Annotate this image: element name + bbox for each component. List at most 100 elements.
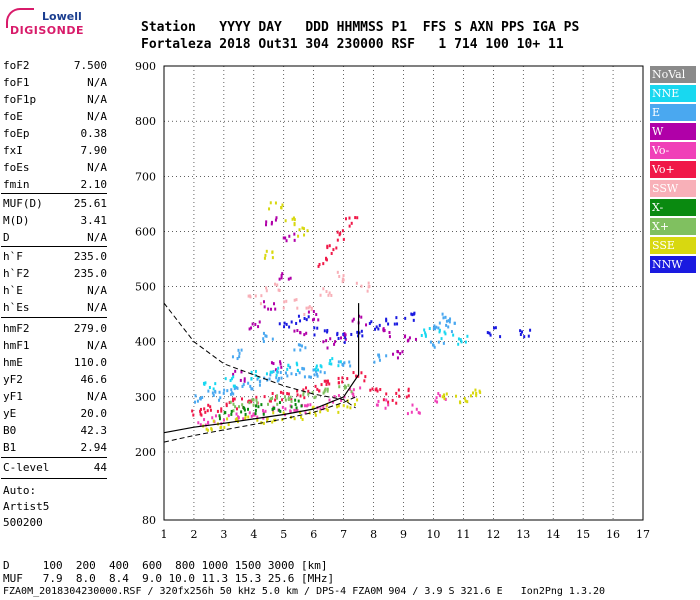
data-point: [311, 318, 314, 322]
data-point: [314, 368, 317, 372]
data-point: [354, 216, 357, 220]
data-point: [335, 246, 338, 250]
data-point: [264, 409, 267, 413]
param-label: D: [3, 231, 10, 244]
data-point: [382, 398, 385, 402]
x-tick-label: 8: [370, 528, 377, 541]
data-point: [192, 413, 195, 417]
data-point: [294, 402, 297, 406]
param-row: yF2 46.6: [3, 373, 107, 390]
data-point: [486, 331, 489, 335]
data-point: [251, 387, 254, 391]
data-point: [395, 401, 398, 405]
data-point: [250, 376, 253, 380]
data-point: [296, 306, 299, 310]
data-point: [295, 373, 298, 377]
x-tick-label: 1: [161, 528, 168, 541]
y-tick-label: 500: [135, 281, 156, 294]
data-point: [432, 344, 435, 348]
data-point: [312, 405, 315, 409]
data-point: [229, 392, 232, 396]
data-point: [277, 366, 280, 370]
data-point: [223, 388, 226, 392]
data-point: [326, 244, 329, 248]
data-point: [272, 362, 275, 366]
data-point: [449, 317, 452, 321]
data-point: [244, 415, 247, 419]
data-point: [316, 368, 319, 372]
data-point: [279, 390, 282, 394]
divider: [1, 478, 107, 479]
data-point: [336, 331, 339, 335]
data-point: [262, 421, 265, 425]
data-point: [270, 222, 273, 226]
data-point: [307, 315, 310, 319]
data-point: [255, 404, 258, 408]
param-row: h`F2 235.0: [3, 267, 107, 284]
data-point: [232, 372, 235, 376]
data-point: [412, 318, 415, 322]
data-point: [303, 233, 306, 237]
data-point: [358, 331, 361, 335]
param-value: N/A: [87, 284, 107, 297]
data-point: [289, 409, 292, 413]
data-point: [297, 234, 300, 238]
y-tick-label: 200: [135, 446, 156, 459]
data-point: [360, 371, 363, 375]
data-point: [214, 414, 217, 418]
data-point: [328, 244, 331, 248]
data-point: [254, 294, 257, 298]
data-point: [257, 325, 260, 329]
data-point: [238, 405, 241, 409]
data-point: [319, 370, 322, 374]
data-point: [385, 317, 388, 321]
data-point: [262, 331, 265, 335]
data-point: [281, 405, 284, 409]
data-point: [341, 229, 344, 233]
data-point: [293, 348, 296, 352]
data-point: [314, 411, 317, 415]
data-point: [281, 272, 284, 276]
data-point: [191, 409, 194, 413]
data-point: [387, 403, 390, 407]
data-point: [455, 394, 458, 398]
data-point: [435, 396, 438, 400]
data-point: [420, 333, 423, 337]
data-point: [339, 360, 342, 364]
data-point: [478, 389, 481, 393]
data-point: [204, 410, 207, 414]
data-point: [314, 369, 317, 373]
data-point: [230, 388, 233, 392]
data-point: [433, 345, 436, 349]
data-point: [396, 349, 399, 353]
data-point: [285, 299, 288, 303]
data-point: [361, 334, 364, 338]
data-point: [330, 251, 333, 255]
y-tick-label: 800: [135, 115, 156, 128]
data-point: [366, 289, 369, 293]
data-point: [233, 397, 236, 401]
header-labels: Station YYYY DAY DDD HHMMSS P1 FFS S AXN…: [141, 20, 580, 35]
data-point: [264, 253, 267, 257]
data-point: [259, 302, 262, 306]
data-point: [289, 395, 292, 399]
data-point: [288, 325, 291, 329]
data-point: [271, 420, 274, 424]
data-point: [265, 223, 268, 227]
data-point: [325, 407, 328, 411]
data-point: [437, 392, 440, 396]
data-point: [279, 362, 282, 366]
data-point: [223, 425, 226, 429]
data-point: [375, 325, 378, 329]
data-point: [494, 326, 497, 330]
data-point: [295, 409, 298, 413]
param-value: 25.61: [73, 197, 107, 210]
data-point: [237, 348, 240, 352]
logo-line1: Lowell: [42, 10, 82, 23]
data-point: [318, 262, 321, 266]
data-point: [442, 316, 445, 320]
data-point: [365, 323, 368, 327]
data-point: [319, 407, 322, 411]
data-point: [295, 361, 298, 365]
